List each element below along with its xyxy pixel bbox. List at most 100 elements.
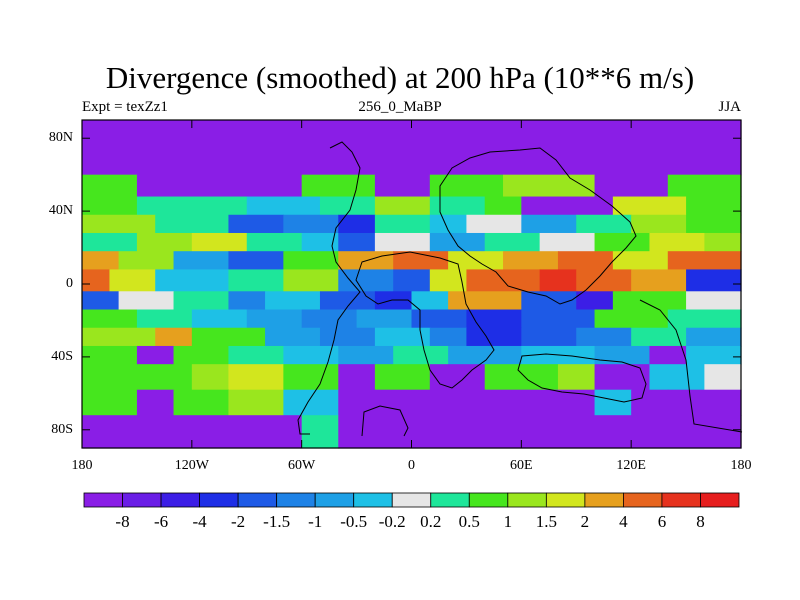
colorbar-swatch — [623, 492, 663, 508]
field-cell — [319, 196, 376, 216]
field-cell — [265, 327, 321, 347]
field-cell — [283, 251, 339, 271]
field-cell — [191, 232, 248, 252]
field-cell — [374, 291, 413, 311]
y-tick-label: 40S — [51, 348, 73, 364]
field-cell — [411, 309, 468, 329]
field-cell — [503, 174, 596, 198]
field-cell — [393, 269, 431, 292]
field-cell — [338, 214, 376, 234]
field-cell — [82, 232, 138, 252]
field-cell — [118, 291, 175, 311]
field-cell — [448, 291, 522, 311]
field-cell — [191, 309, 248, 329]
field-cell — [374, 214, 431, 234]
field-cell — [136, 174, 303, 198]
field-cell — [576, 291, 614, 311]
field-cell — [484, 232, 541, 252]
field-cell — [191, 364, 230, 391]
colorbar-swatch — [545, 492, 586, 508]
field-cell — [429, 364, 486, 391]
field-cell — [155, 327, 193, 347]
x-tick-label: 120E — [616, 458, 646, 473]
field-cell — [173, 389, 230, 416]
field-cell — [521, 214, 577, 234]
coastline-africa — [355, 251, 495, 389]
field-cell — [136, 309, 193, 329]
field-cell — [429, 232, 486, 252]
divergence-field — [82, 120, 742, 449]
field-cell — [82, 214, 156, 234]
field-cell — [82, 345, 138, 365]
field-cell — [283, 364, 339, 391]
field-cell — [429, 269, 468, 292]
field-cell — [503, 251, 559, 271]
field-cell — [466, 327, 522, 347]
field-cell — [374, 232, 431, 252]
y-tick-label: 80S — [51, 421, 73, 437]
field-cell — [228, 345, 284, 365]
field-cell — [612, 196, 687, 216]
experiment-label: Expt = texZz1 — [82, 99, 168, 115]
field-cell — [576, 327, 632, 347]
field-cell — [82, 389, 138, 416]
field-cell — [576, 269, 632, 292]
field-cell — [466, 214, 522, 234]
colorbar-swatch — [430, 492, 470, 508]
field-cell — [283, 345, 339, 365]
field-cell — [393, 345, 449, 365]
field-cell — [118, 251, 175, 271]
field-cell — [82, 174, 138, 198]
x-tick-label: 120W — [174, 458, 209, 473]
field-cell — [228, 269, 284, 292]
field-cell — [594, 345, 651, 365]
colorbar-label: -4 — [192, 512, 207, 531]
field-cell — [301, 309, 358, 329]
field-cell — [338, 345, 394, 365]
field-cell — [374, 327, 431, 347]
field-cell — [557, 364, 596, 391]
field-cell — [667, 174, 742, 198]
field-cell — [228, 364, 284, 391]
field-cell — [667, 309, 742, 329]
colorbar-label: 2 — [580, 512, 590, 531]
field-cell — [82, 196, 138, 216]
field-cell — [283, 389, 339, 416]
season-label: JJA — [718, 99, 741, 115]
field-cell — [539, 269, 577, 292]
field-cell — [429, 327, 468, 347]
field-cell — [594, 309, 669, 329]
field-cell — [667, 389, 742, 416]
field-cell — [191, 327, 266, 347]
coastline-americas — [297, 141, 361, 435]
colorbar-swatch — [700, 492, 740, 508]
field-cell — [356, 309, 413, 329]
field-cell — [301, 415, 339, 449]
colorbar-swatch — [661, 492, 701, 508]
field-cell — [594, 389, 632, 416]
field-cell — [228, 214, 284, 234]
colorbar-label: -6 — [153, 512, 169, 531]
x-tick-label: 180 — [730, 458, 752, 473]
field-cell — [649, 345, 687, 365]
field-cell — [429, 196, 486, 216]
chart-title: Divergence (smoothed) at 200 hPa (10**6 … — [105, 60, 695, 95]
colorbar-label: 6 — [657, 512, 667, 531]
colorbar-label: 0.2 — [420, 512, 442, 531]
axis-ticks — [81, 120, 742, 448]
coastline-australia — [517, 353, 647, 403]
field-cell — [228, 251, 284, 271]
colorbar-swatch — [353, 492, 393, 508]
field-cell — [283, 214, 339, 234]
field-cell — [301, 232, 339, 252]
field-cell — [338, 269, 394, 292]
field-cell — [136, 232, 193, 252]
field-cell — [686, 196, 742, 216]
field-cell — [173, 345, 230, 365]
field-cell — [283, 269, 339, 292]
field-cell — [649, 364, 705, 391]
x-tick-label: 180 — [71, 458, 93, 473]
field-cell — [484, 196, 522, 216]
field-cell — [448, 345, 522, 365]
